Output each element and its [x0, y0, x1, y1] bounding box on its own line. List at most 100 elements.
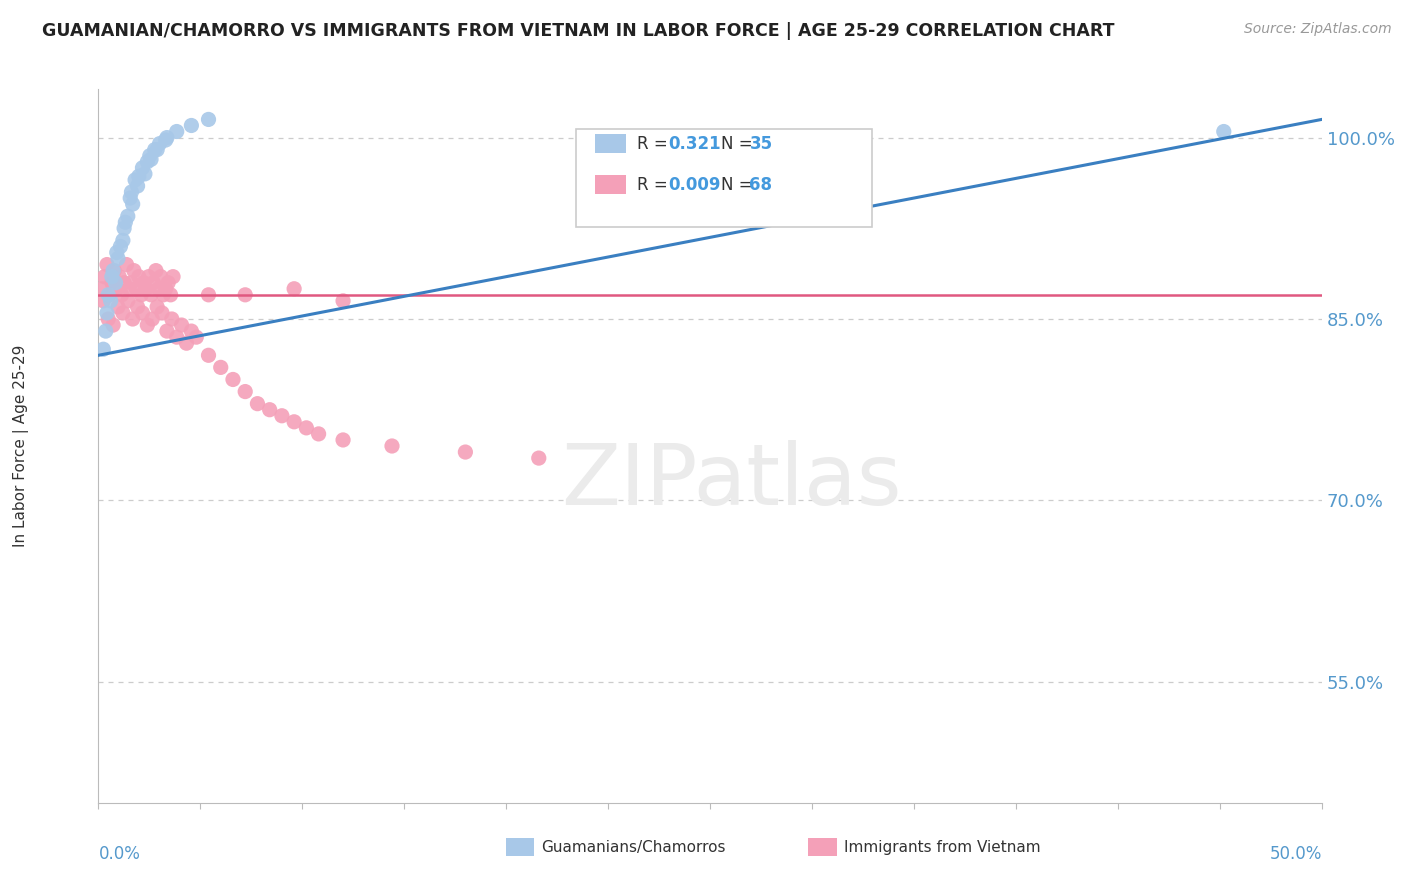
Point: [180, 324, 202, 338]
Point: [136, 318, 159, 332]
Point: [166, 330, 188, 344]
Point: [159, 288, 181, 302]
Point: [131, 306, 153, 320]
Point: [110, 239, 132, 253]
Text: GUAMANIAN/CHAMORRO VS IMMIGRANTS FROM VIETNAM IN LABOR FORCE | AGE 25-29 CORRELA: GUAMANIAN/CHAMORRO VS IMMIGRANTS FROM VI…: [42, 22, 1115, 40]
Point: [283, 282, 305, 296]
Point: [295, 421, 318, 435]
Point: [162, 269, 184, 284]
Point: [138, 269, 160, 284]
Point: [120, 185, 142, 199]
Point: [129, 288, 152, 302]
Point: [145, 263, 167, 277]
Point: [152, 288, 174, 302]
Point: [209, 360, 232, 375]
Point: [127, 300, 149, 314]
Point: [197, 288, 219, 302]
Point: [93, 269, 115, 284]
Point: [101, 269, 124, 284]
Text: 68: 68: [749, 176, 772, 194]
Point: [142, 276, 165, 290]
Text: 0.009: 0.009: [668, 176, 720, 194]
Point: [170, 318, 193, 332]
Point: [156, 130, 179, 145]
Text: Source: ZipAtlas.com: Source: ZipAtlas.com: [1244, 22, 1392, 37]
Point: [112, 276, 135, 290]
Point: [139, 149, 162, 163]
Point: [118, 282, 141, 296]
Point: [127, 178, 149, 193]
Text: 35: 35: [749, 135, 772, 153]
Text: N =: N =: [721, 135, 758, 153]
Point: [332, 293, 354, 308]
Point: [107, 252, 129, 266]
Point: [222, 372, 245, 386]
Point: [114, 215, 136, 229]
Point: [132, 276, 155, 290]
Point: [166, 124, 188, 138]
Point: [120, 276, 142, 290]
Point: [105, 245, 128, 260]
Text: In Labor Force | Age 25-29: In Labor Force | Age 25-29: [13, 345, 30, 547]
Point: [136, 154, 159, 169]
Point: [259, 402, 281, 417]
Point: [120, 191, 142, 205]
Point: [197, 112, 219, 127]
Point: [125, 282, 148, 296]
Point: [111, 233, 134, 247]
Point: [100, 293, 122, 308]
Point: [233, 288, 256, 302]
Point: [527, 451, 550, 466]
Point: [112, 221, 135, 235]
Text: Immigrants from Vietnam: Immigrants from Vietnam: [844, 840, 1040, 855]
Text: ZIPatlas: ZIPatlas: [561, 440, 901, 524]
Point: [122, 263, 145, 277]
Text: 0.0%: 0.0%: [98, 845, 141, 863]
Point: [101, 318, 124, 332]
Point: [149, 269, 172, 284]
Text: 50.0%: 50.0%: [1270, 845, 1322, 863]
Point: [91, 343, 114, 357]
Point: [97, 288, 120, 302]
Text: Guamanians/Chamorros: Guamanians/Chamorros: [541, 840, 725, 855]
Text: 0.321: 0.321: [668, 135, 720, 153]
Point: [105, 282, 128, 296]
Point: [155, 133, 177, 147]
Text: R =: R =: [637, 176, 673, 194]
Point: [1212, 124, 1234, 138]
Point: [454, 445, 477, 459]
Point: [104, 276, 127, 290]
Point: [96, 258, 118, 272]
Point: [128, 269, 150, 284]
Point: [134, 167, 156, 181]
Point: [101, 276, 124, 290]
Point: [155, 282, 177, 296]
Point: [115, 258, 138, 272]
Point: [270, 409, 294, 423]
Point: [157, 276, 180, 290]
Point: [94, 324, 117, 338]
Point: [91, 293, 114, 308]
Point: [176, 336, 198, 351]
Point: [197, 348, 219, 362]
Text: R =: R =: [637, 135, 673, 153]
Point: [117, 209, 139, 223]
Point: [141, 312, 163, 326]
Point: [180, 119, 202, 133]
Point: [283, 415, 305, 429]
Point: [148, 282, 170, 296]
Point: [124, 173, 146, 187]
Point: [308, 426, 330, 441]
Point: [111, 306, 134, 320]
Point: [111, 288, 134, 302]
Point: [121, 312, 143, 326]
Point: [139, 153, 162, 167]
Point: [117, 293, 139, 308]
Point: [156, 324, 179, 338]
Point: [146, 143, 169, 157]
Point: [146, 300, 169, 314]
Text: N =: N =: [721, 176, 758, 194]
Point: [98, 288, 121, 302]
Point: [91, 282, 114, 296]
Point: [332, 433, 354, 447]
